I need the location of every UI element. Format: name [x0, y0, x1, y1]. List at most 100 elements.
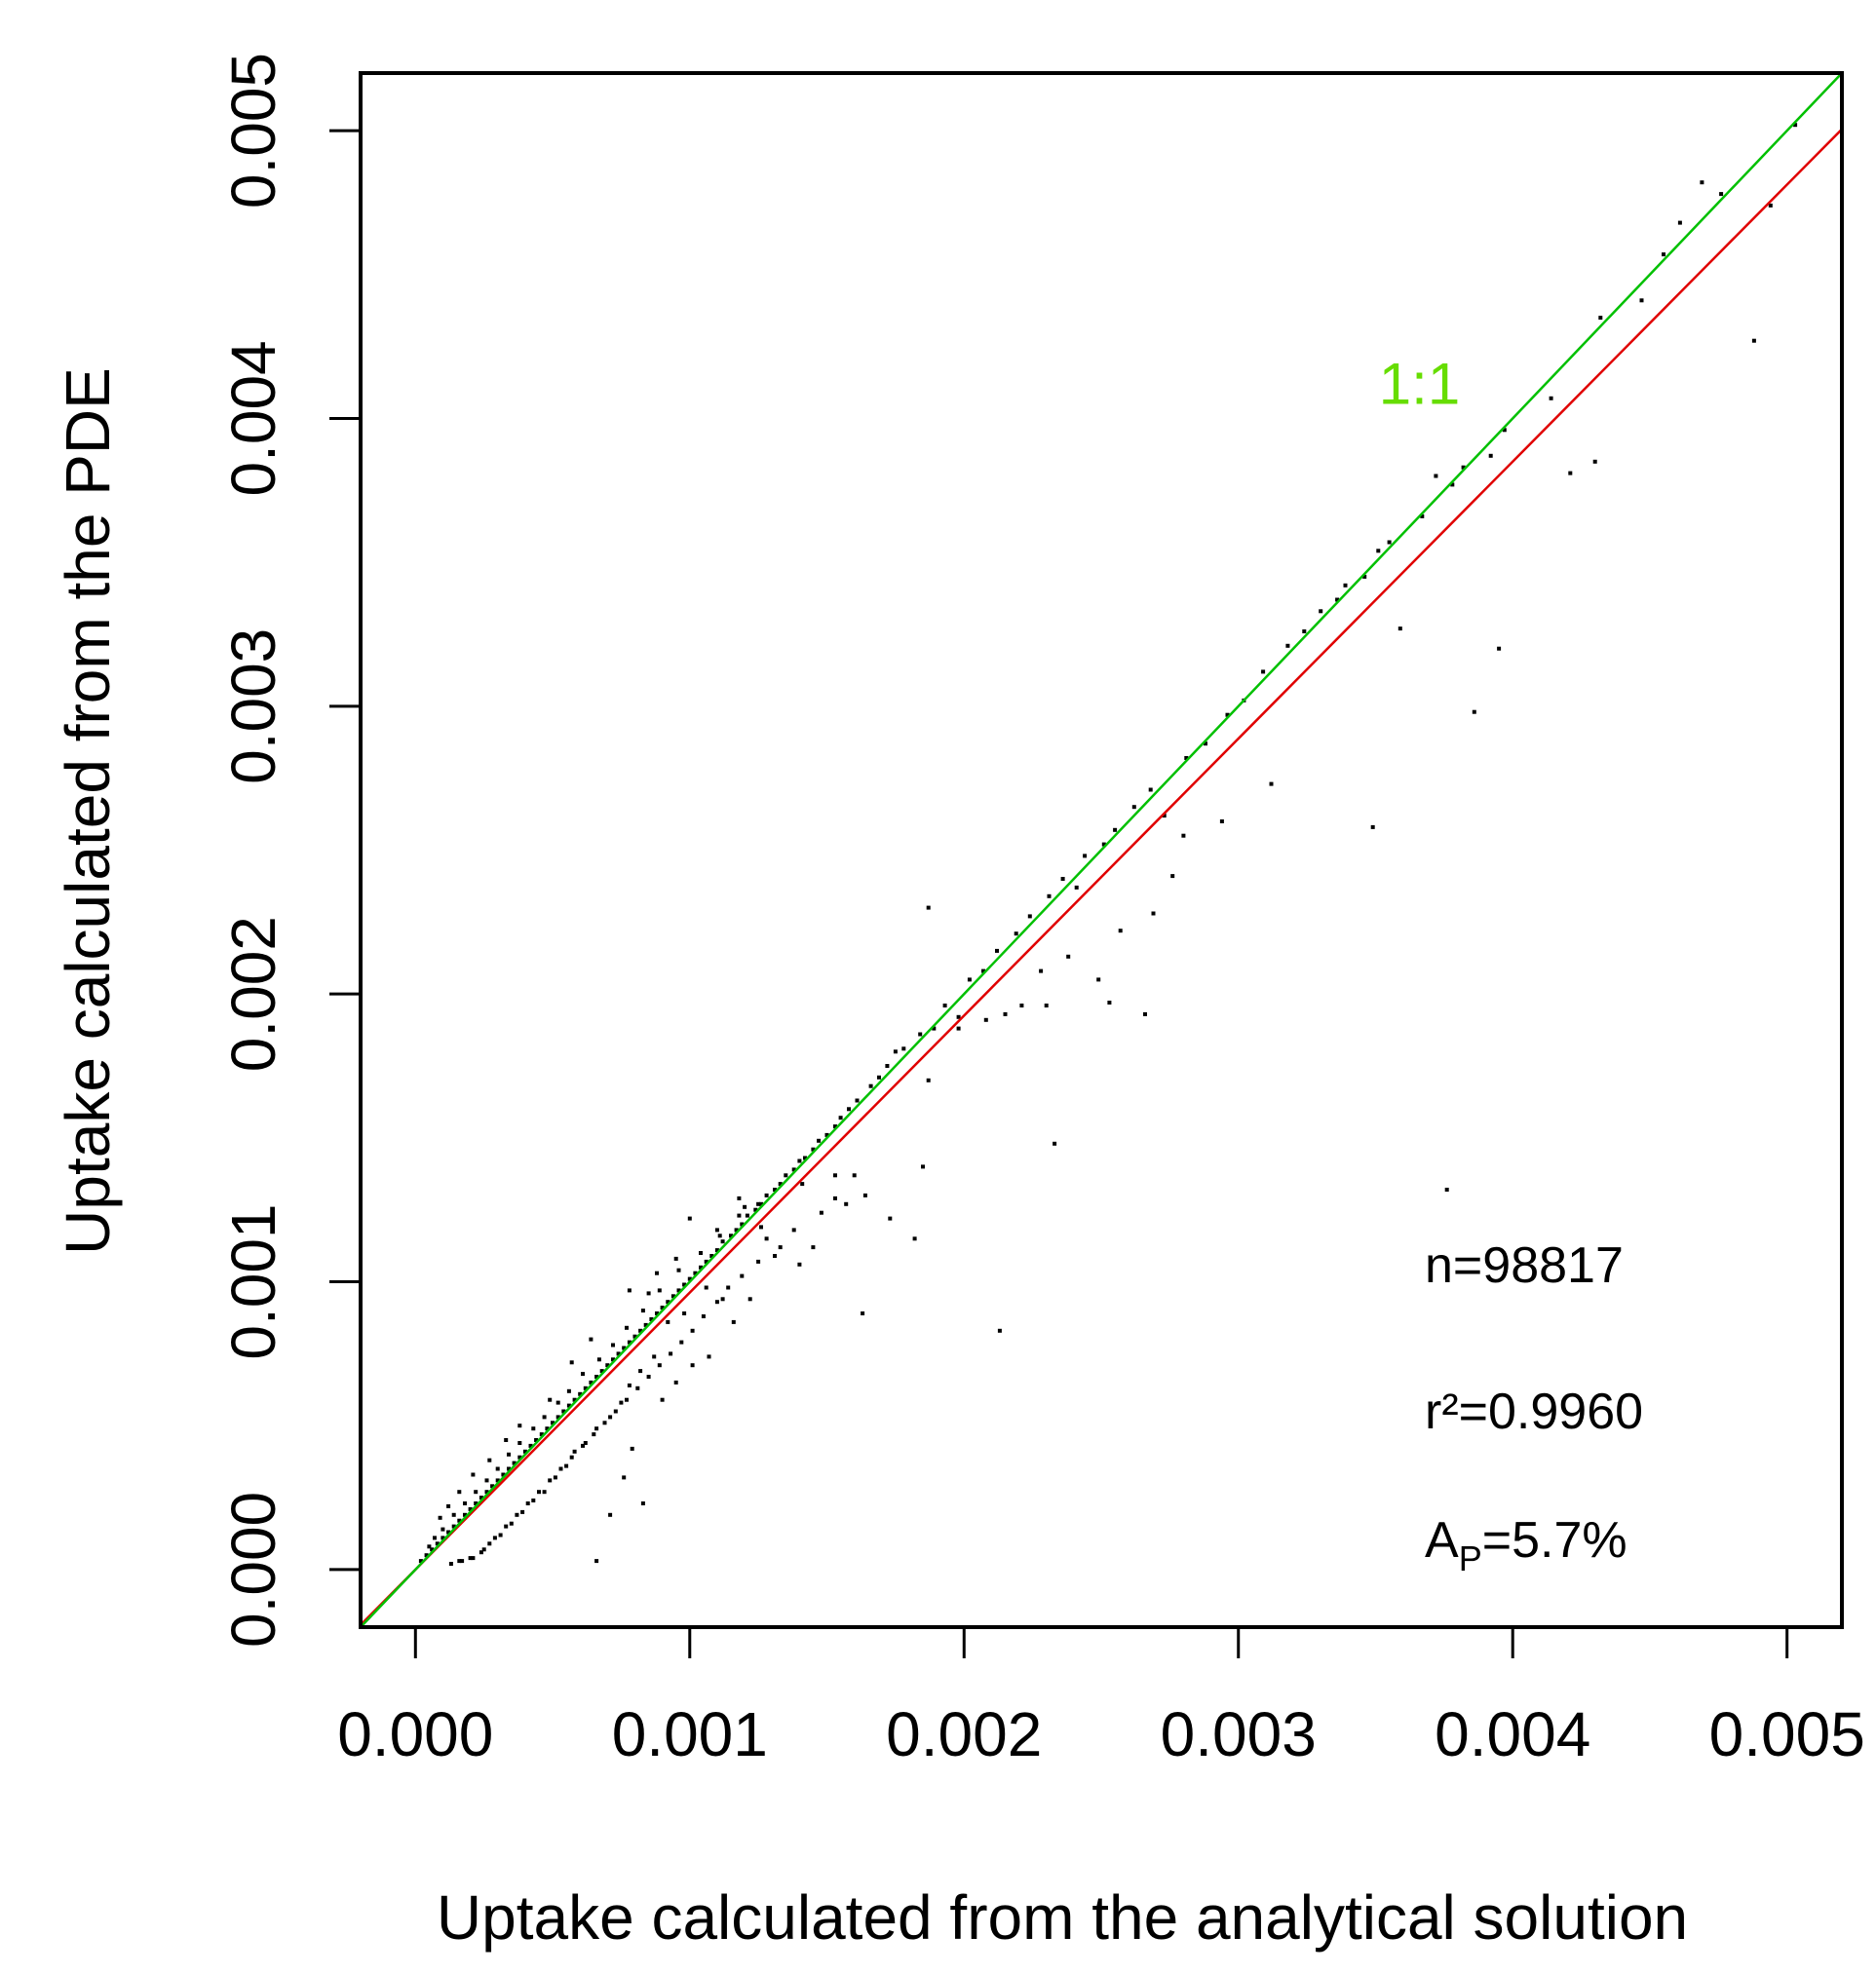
data-point-103 [638, 1328, 643, 1333]
data-point-102 [643, 1322, 648, 1327]
data-point-141 [430, 1547, 435, 1552]
data-point-265 [457, 1490, 462, 1495]
data-point-4 [1700, 180, 1704, 185]
data-point-62 [901, 1046, 906, 1051]
data-point-147 [740, 1273, 745, 1278]
data-point-96 [676, 1288, 681, 1293]
data-point-97 [670, 1294, 675, 1299]
data-point-28 [1319, 609, 1323, 614]
data-point-274 [737, 1196, 742, 1200]
data-point-20 [1420, 513, 1425, 518]
data-point-140 [435, 1541, 440, 1546]
data-point-240 [657, 1288, 662, 1293]
data-point-65 [877, 1075, 881, 1080]
data-point-266 [446, 1503, 451, 1508]
data-point-157 [625, 1397, 629, 1402]
y-axis: 0.000 0.001 0.002 0.003 0.004 0.005 [218, 53, 361, 1648]
data-point-260 [548, 1397, 553, 1402]
data-point-235 [743, 1204, 747, 1209]
data-point-178 [778, 1245, 783, 1250]
data-point-5 [1677, 220, 1682, 225]
data-point-115 [572, 1397, 577, 1402]
data-point-73 [817, 1138, 822, 1143]
data-point-101 [649, 1317, 654, 1321]
r-squared-label: r²=0.9960 [1425, 1384, 1643, 1440]
data-point-68 [855, 1098, 860, 1103]
data-point-51 [1014, 931, 1018, 936]
one-to-one-line [360, 72, 1843, 1628]
x-tick-label: 0.000 [337, 1699, 493, 1769]
data-point-49 [1039, 968, 1044, 973]
data-point-99 [660, 1306, 665, 1310]
data-point-22 [1387, 540, 1392, 545]
data-point-221 [921, 1164, 925, 1169]
data-point-69 [847, 1107, 851, 1112]
data-point-112 [589, 1380, 593, 1385]
data-point-225 [1003, 1011, 1008, 1016]
data-point-80 [773, 1188, 777, 1192]
data-point-87 [729, 1234, 733, 1238]
data-point-213 [747, 1297, 752, 1302]
data-point-219 [862, 1193, 867, 1197]
data-point-216 [811, 1245, 816, 1250]
data-point-237 [717, 1234, 722, 1238]
data-point-47 [1053, 1141, 1057, 1146]
data-point-39 [1143, 1011, 1147, 1016]
data-point-127 [507, 1466, 511, 1471]
data-point-254 [474, 1490, 479, 1495]
data-point-194 [542, 1490, 547, 1495]
data-point-159 [602, 1421, 607, 1425]
data-point-198 [498, 1533, 503, 1537]
data-point-230 [1118, 929, 1123, 933]
data-point-72 [824, 1132, 829, 1137]
y-tick-label: 0.000 [218, 1492, 288, 1648]
data-point-208 [660, 1397, 665, 1402]
data-point-130 [490, 1484, 495, 1489]
x-tick-label: 0.002 [886, 1699, 1042, 1769]
data-point-67 [861, 1311, 865, 1315]
data-point-137 [451, 1524, 456, 1529]
data-point-244 [596, 1357, 601, 1362]
data-point-184 [652, 1354, 657, 1359]
data-point-31 [1269, 781, 1274, 786]
data-point-38 [1148, 787, 1153, 792]
data-point-249 [531, 1426, 536, 1431]
data-point-200 [479, 1550, 483, 1555]
data-point-195 [531, 1499, 536, 1502]
data-point-63 [893, 1049, 898, 1054]
plot-area [360, 72, 1843, 1628]
data-point-226 [1019, 1004, 1024, 1007]
data-point-52 [997, 1328, 1002, 1333]
data-point-182 [682, 1311, 687, 1315]
data-point-104 [632, 1334, 637, 1339]
data-point-45 [1074, 885, 1079, 890]
data-point-197 [509, 1521, 514, 1526]
data-point-60 [918, 1032, 923, 1037]
data-point-7 [1639, 298, 1644, 303]
data-point-138 [446, 1530, 451, 1535]
one-to-one-label: 1:1 [1379, 352, 1460, 417]
data-point-187 [619, 1400, 624, 1405]
data-point-78 [784, 1173, 788, 1178]
data-point-211 [707, 1354, 711, 1359]
data-point-264 [471, 1472, 476, 1477]
data-point-26 [1343, 583, 1348, 588]
data-point-173 [448, 1562, 453, 1566]
data-point-133 [474, 1501, 479, 1505]
data-point-118 [555, 1415, 560, 1420]
data-point-21 [1397, 626, 1402, 631]
data-point-2 [1751, 338, 1756, 343]
data-point-42 [1107, 1001, 1112, 1005]
data-point-161 [581, 1443, 585, 1448]
data-point-207 [608, 1512, 613, 1517]
data-point-242 [625, 1325, 629, 1330]
data-point-0 [1793, 123, 1798, 128]
data-point-106 [622, 1346, 627, 1350]
data-point-243 [611, 1343, 615, 1348]
data-point-251 [507, 1452, 511, 1457]
y-tick-label: 0.002 [218, 916, 288, 1072]
data-point-155 [646, 1375, 651, 1379]
data-point-263 [487, 1458, 492, 1462]
data-point-48 [1047, 893, 1052, 898]
